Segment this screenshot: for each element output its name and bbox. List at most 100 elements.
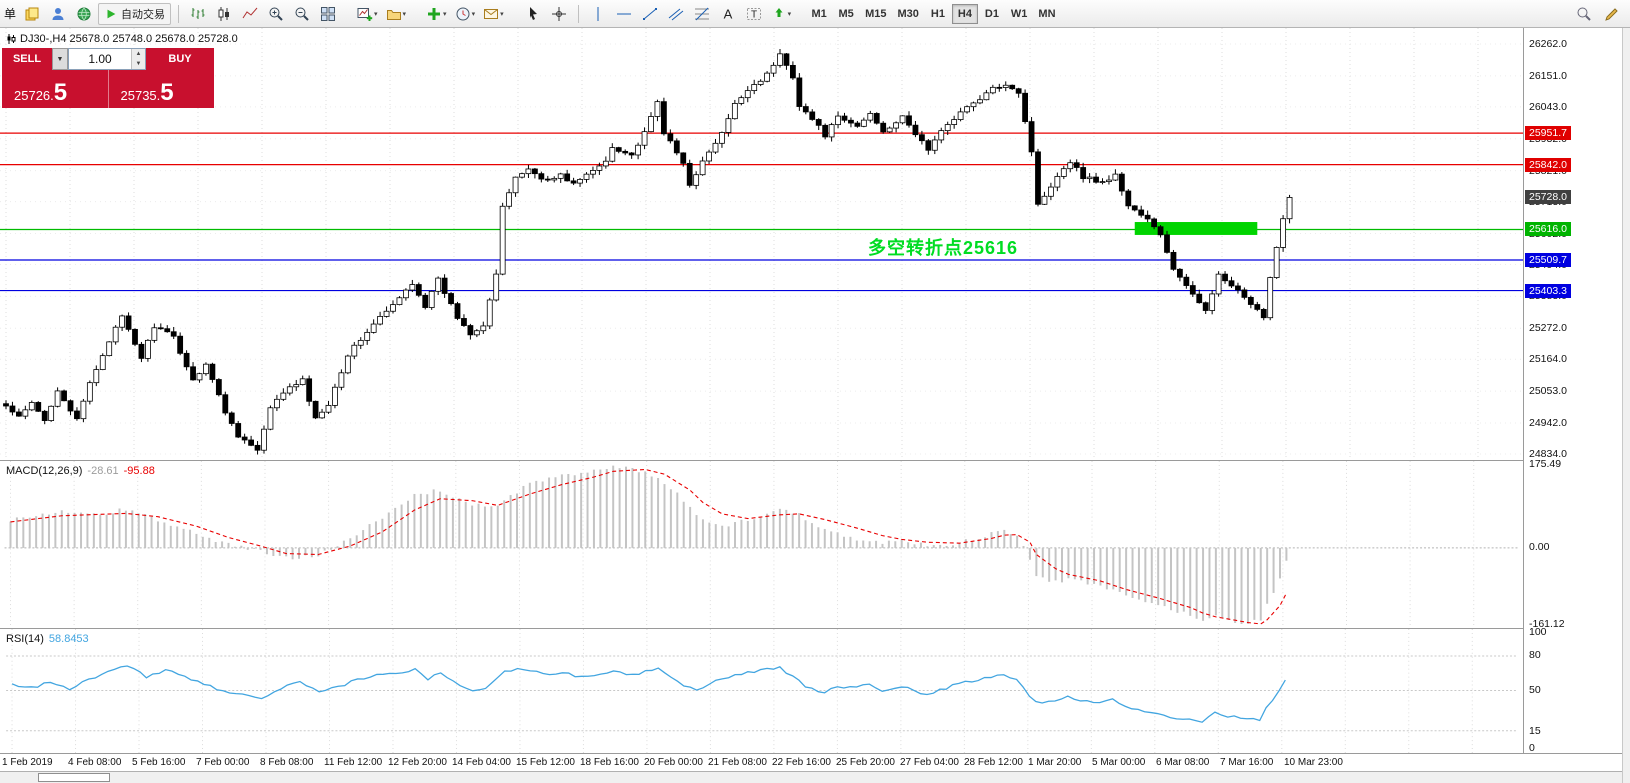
periods-button[interactable]: ▾ <box>452 3 479 25</box>
rsi-name: RSI(14) <box>6 633 44 645</box>
chart-window-icon <box>7 34 16 44</box>
time-axis-label: 6 Mar 08:00 <box>1156 757 1210 768</box>
rsi-axis-label: 50 <box>1529 684 1541 696</box>
autotrading-button[interactable]: 自动交易 <box>98 2 172 25</box>
timeframe-m15-button[interactable]: M15 <box>865 7 887 20</box>
price-badge: 25842.0 <box>1525 157 1571 172</box>
buy-price-main: 25735. <box>120 87 161 103</box>
rsi-panel-canvas[interactable] <box>0 628 1523 753</box>
time-axis[interactable]: 1 Feb 2019 4 Feb 08:00 5 Feb 16:00 7 Feb 00… <box>0 753 1622 771</box>
timeframe-m1-button[interactable]: M1 <box>811 7 827 20</box>
bottom-scrollbar-track[interactable] <box>0 771 1622 783</box>
sell-button[interactable]: SELL <box>2 48 52 70</box>
accounts-button[interactable] <box>46 3 70 25</box>
timeframe-m30-button[interactable]: M30 <box>897 7 919 20</box>
arrows-tool-button[interactable]: ▾ <box>768 3 795 25</box>
timeframe-h4-button[interactable]: H4 <box>951 3 978 24</box>
orders-button[interactable] <box>20 3 44 25</box>
symbol-ohlc-text: DJ30-,H4 25678.0 25748.0 25678.0 25728.0 <box>20 33 238 45</box>
indicators-button[interactable]: ▾ <box>423 3 450 25</box>
toolbar-separator <box>577 4 579 23</box>
market-button[interactable] <box>72 3 96 25</box>
trade-options-dropdown[interactable]: ▼ <box>52 48 68 70</box>
time-axis-label: 10 Mar 23:00 <box>1284 757 1343 768</box>
trendline-icon <box>642 7 657 20</box>
buy-price[interactable]: 25735. 5 <box>107 70 215 108</box>
channel-tool-button[interactable] <box>664 3 688 25</box>
time-axis-label: 11 Feb 12:00 <box>324 757 383 768</box>
price-badge: 25616.0 <box>1525 222 1571 237</box>
time-axis-label: 14 Feb 04:00 <box>452 757 511 768</box>
time-axis-label: 20 Feb 00:00 <box>644 757 703 768</box>
macd-indicator-label: MACD(12,26,9) -28.61 -95.88 <box>6 465 155 477</box>
timeframe-group: M1 M5 M15 M30 H1 H4 D1 W1 MN <box>806 3 1060 24</box>
volume-decrement-button[interactable]: ▼ <box>132 59 145 69</box>
price-tick: 24942.0 <box>1529 416 1567 429</box>
time-axis-label: 15 Feb 12:00 <box>516 757 575 768</box>
svg-text:T: T <box>751 9 757 20</box>
bar-chart-icon <box>191 7 205 19</box>
buy-button[interactable]: BUY <box>146 48 214 70</box>
time-axis-label: 25 Feb 20:00 <box>836 757 895 768</box>
volume-input[interactable] <box>69 49 131 69</box>
rsi-indicator-label: RSI(14) 58.8453 <box>6 633 89 645</box>
fibonacci-tool-button[interactable] <box>690 3 714 25</box>
new-chart-button[interactable]: ▾ <box>354 3 381 25</box>
template-envelope-icon <box>484 8 499 19</box>
horizontal-line-tool-button[interactable] <box>612 3 636 25</box>
price-axis[interactable]: 26262.026151.026043.025932.025821.025713… <box>1523 28 1622 754</box>
autotrading-label: 自动交易 <box>121 8 166 21</box>
templates-button[interactable]: ▾ <box>480 3 507 25</box>
volume-increment-button[interactable]: ▲ <box>132 49 145 59</box>
price-badge: 25951.7 <box>1525 126 1571 141</box>
time-axis-label: 1 Feb 2019 <box>2 757 53 768</box>
time-axis-label: 28 Feb 12:00 <box>964 757 1023 768</box>
zoom-in-button[interactable] <box>264 3 288 25</box>
search-icon <box>1577 7 1591 21</box>
timeframe-mn-button[interactable]: MN <box>1038 7 1056 20</box>
search-button[interactable] <box>1572 3 1596 25</box>
price-tick: 25272.0 <box>1529 322 1567 335</box>
price-tick: 26151.0 <box>1529 69 1567 82</box>
bar-chart-button[interactable] <box>186 3 210 25</box>
zoom-out-icon <box>295 7 309 21</box>
timeframe-d1-button[interactable]: D1 <box>984 7 999 20</box>
toolbar-right-group <box>1572 3 1626 25</box>
new-chart-icon <box>357 7 373 21</box>
clock-icon <box>456 7 470 20</box>
folder-icon <box>386 9 401 20</box>
macd-panel-canvas[interactable] <box>0 460 1523 628</box>
profiles-button[interactable]: ▾ <box>383 3 410 25</box>
sell-price[interactable]: 25726. 5 <box>2 70 108 108</box>
zoom-out-button[interactable] <box>290 3 314 25</box>
cursor-button[interactable] <box>521 3 545 25</box>
vertical-line-icon <box>597 6 599 21</box>
vertical-line-tool-button[interactable] <box>586 3 610 25</box>
rsi-axis-label: 0 <box>1529 742 1535 754</box>
text-label-icon: T <box>746 7 761 20</box>
time-axis-label: 5 Feb 16:00 <box>132 757 186 768</box>
crosshair-button[interactable] <box>547 3 571 25</box>
time-axis-label: 18 Feb 16:00 <box>580 757 639 768</box>
price-chart-canvas[interactable] <box>0 28 1523 460</box>
new-order-label-fragment[interactable]: 单 <box>4 7 17 21</box>
timeframe-h1-button[interactable]: H1 <box>930 7 945 20</box>
text-tool-button[interactable]: A <box>716 3 740 25</box>
vertical-scrollbar[interactable] <box>1622 28 1630 783</box>
tile-windows-button[interactable] <box>316 3 340 25</box>
timeframe-w1-button[interactable]: W1 <box>1010 7 1028 20</box>
timeframe-m5-button[interactable]: M5 <box>838 7 854 20</box>
rsi-axis-label: 100 <box>1529 626 1547 638</box>
macd-axis-label: 0.00 <box>1529 541 1550 554</box>
trendline-tool-button[interactable] <box>638 3 662 25</box>
candlestick-chart-button[interactable] <box>212 3 236 25</box>
bottom-scrollbar-thumb[interactable] <box>38 773 110 782</box>
price-badge: 25509.7 <box>1525 253 1571 267</box>
play-icon <box>107 9 116 18</box>
line-chart-button[interactable] <box>238 3 262 25</box>
macd-signal-value: -95.88 <box>123 465 155 477</box>
macd-axis-label: 175.49 <box>1529 458 1562 470</box>
edit-button[interactable] <box>1600 3 1624 25</box>
label-tool-button[interactable]: T <box>742 3 766 25</box>
rsi-axis-label: 15 <box>1529 724 1541 737</box>
